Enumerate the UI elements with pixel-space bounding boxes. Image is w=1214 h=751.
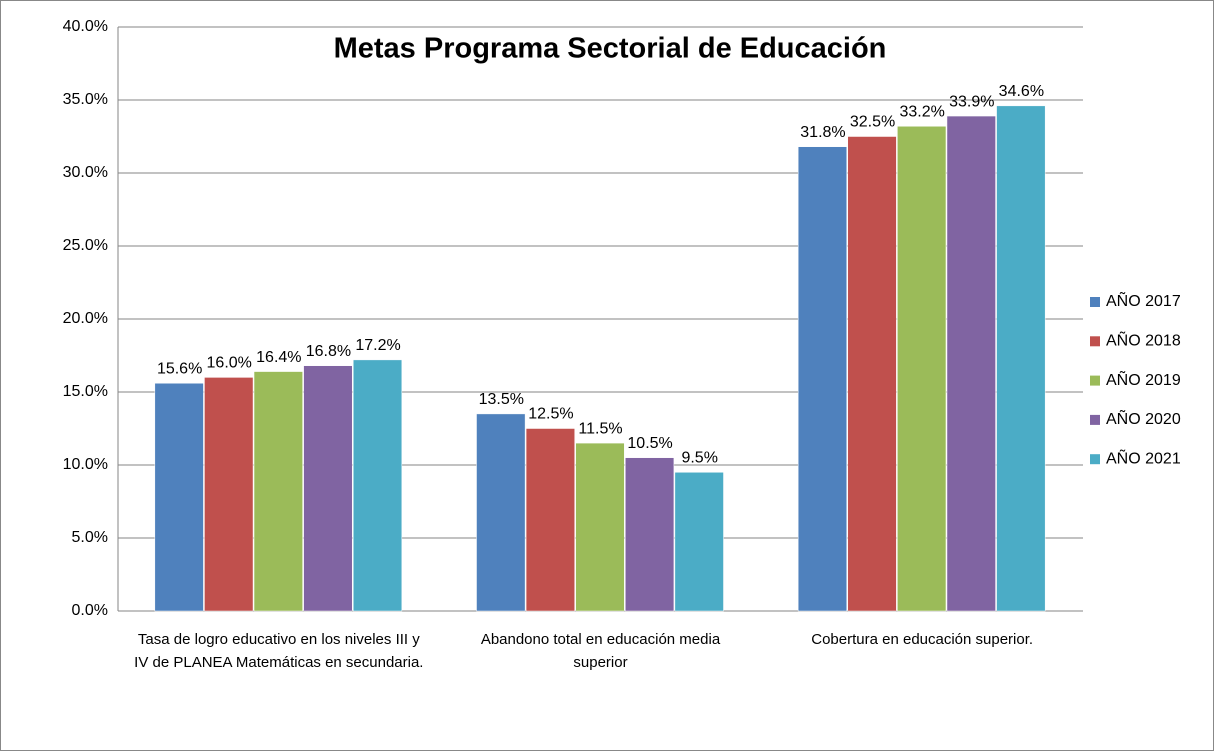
bar <box>897 126 947 612</box>
legend-swatch <box>1090 454 1100 465</box>
bar <box>154 382 204 612</box>
bar <box>575 442 625 612</box>
y-tick-label: 0.0% <box>72 602 108 619</box>
data-label: 16.0% <box>207 355 252 372</box>
data-label: 15.6% <box>157 360 202 377</box>
legend-swatch <box>1090 336 1100 347</box>
x-tick-label: Cobertura en educación superior. <box>811 631 1034 648</box>
data-label: 9.5% <box>681 450 717 467</box>
x-tick-label: Abandono total en educación media superi… <box>480 631 721 671</box>
legend-swatch <box>1090 414 1100 425</box>
data-label: 31.8% <box>800 124 845 141</box>
data-label: 33.2% <box>899 103 944 120</box>
bar <box>946 115 996 612</box>
legend-swatch <box>1090 297 1100 307</box>
data-label: 16.4% <box>256 349 301 366</box>
y-tick-label: 5.0% <box>72 529 108 546</box>
data-label: 16.8% <box>306 343 351 360</box>
bar <box>204 377 254 612</box>
legend-label: AÑO 2021 <box>1106 447 1181 467</box>
legend-swatch <box>1090 375 1100 386</box>
bar <box>996 105 1046 612</box>
y-tick-label: 35.0% <box>63 91 108 108</box>
legend-label: AÑO 2018 <box>1106 330 1181 350</box>
bar <box>303 365 353 612</box>
y-tick-label: 20.0% <box>63 310 108 327</box>
bar <box>674 472 724 612</box>
legend-label: AÑO 2017 <box>1106 290 1181 310</box>
chart-title: Metas Programa Sectorial de Educación <box>334 33 887 65</box>
data-label: 33.9% <box>949 93 994 110</box>
x-tick-label: Tasa de logro educativo en los niveles I… <box>134 631 424 671</box>
y-tick-label: 40.0% <box>63 18 108 35</box>
legend-label: AÑO 2020 <box>1106 408 1181 428</box>
data-label: 11.5% <box>578 420 622 437</box>
y-tick-label: 15.0% <box>63 383 108 400</box>
y-tick-label: 10.0% <box>63 456 108 473</box>
data-label: 10.5% <box>627 435 672 452</box>
bar <box>253 371 303 612</box>
bar <box>797 146 848 612</box>
data-label: 12.5% <box>528 406 573 423</box>
bar <box>476 413 526 612</box>
bar <box>525 428 575 612</box>
data-label: 32.5% <box>850 114 895 131</box>
data-label: 17.2% <box>355 337 400 354</box>
legend-label: AÑO 2019 <box>1106 369 1181 389</box>
data-label: 34.6% <box>999 83 1044 100</box>
y-tick-label: 25.0% <box>63 237 108 254</box>
data-label: 13.5% <box>479 391 524 408</box>
bar <box>847 136 897 612</box>
bar <box>352 359 403 612</box>
y-tick-label: 30.0% <box>63 164 108 181</box>
bar <box>625 457 675 612</box>
